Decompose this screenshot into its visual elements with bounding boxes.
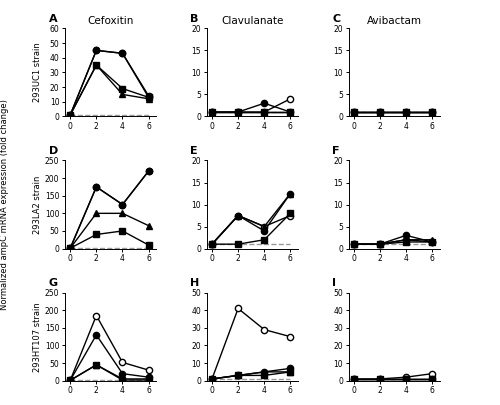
Text: E: E <box>190 146 198 156</box>
Text: I: I <box>332 278 336 288</box>
Text: D: D <box>48 146 58 156</box>
Text: G: G <box>48 278 58 288</box>
Text: H: H <box>190 278 200 288</box>
Text: 293LA2 strain: 293LA2 strain <box>33 175 42 234</box>
Title: Avibactam: Avibactam <box>367 16 422 26</box>
Text: 293UC1 strain: 293UC1 strain <box>33 43 42 102</box>
Text: A: A <box>48 14 57 24</box>
Text: F: F <box>332 146 340 156</box>
Text: Normalized ampC mRNA expression (fold change): Normalized ampC mRNA expression (fold ch… <box>0 99 10 310</box>
Title: Cefoxitin: Cefoxitin <box>88 16 134 26</box>
Text: B: B <box>190 14 198 24</box>
Text: 293HT107 strain: 293HT107 strain <box>33 302 42 371</box>
Title: Clavulanate: Clavulanate <box>222 16 284 26</box>
Text: C: C <box>332 14 340 24</box>
